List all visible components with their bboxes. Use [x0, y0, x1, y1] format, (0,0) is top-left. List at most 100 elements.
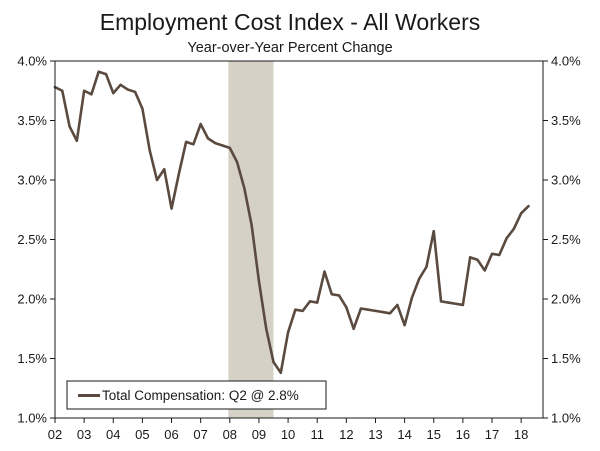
x-tick-label: 18 [514, 427, 528, 442]
y-tick-label-left: 2.5% [17, 232, 47, 247]
data-point [483, 269, 486, 272]
x-tick-label: 13 [368, 427, 382, 442]
data-point [206, 137, 210, 140]
y-tick-label-right: 2.5% [551, 232, 581, 247]
x-tick-label: 03 [77, 427, 91, 442]
data-point [257, 279, 261, 283]
data-point [381, 310, 384, 314]
y-tick-label-right: 1.0% [551, 411, 581, 426]
plot-frame [54, 60, 544, 419]
data-point [512, 227, 516, 230]
x-tick-label: 16 [456, 427, 470, 442]
data-point [286, 331, 290, 334]
data-point [141, 107, 144, 110]
data-point [250, 224, 253, 227]
x-tick-label: 11 [310, 427, 324, 442]
data-point [90, 93, 93, 96]
data-point [155, 178, 159, 182]
data-point [447, 301, 450, 304]
data-point [403, 323, 406, 327]
x-tick-label: 02 [48, 427, 62, 442]
x-tick-label: 04 [106, 427, 120, 442]
legend: Total Compensation: Q2 @ 2.8% [66, 380, 327, 410]
data-point [228, 146, 232, 150]
y-tick-label-right: 4.0% [551, 54, 581, 69]
data-point [75, 139, 79, 142]
y-tick-label-right: 3.0% [551, 173, 581, 188]
data-point [272, 360, 275, 364]
data-point [126, 88, 130, 91]
x-tick-label: 14 [397, 427, 411, 442]
data-point [345, 306, 348, 309]
data-point [265, 327, 268, 330]
data-point [119, 83, 122, 87]
data-point [148, 149, 151, 152]
data-point [68, 125, 71, 128]
data-point [490, 252, 494, 255]
data-point [170, 207, 173, 210]
x-tick-label: 08 [223, 427, 237, 442]
y-tick-label-left: 2.0% [17, 292, 47, 307]
y-tick-label-left: 3.0% [17, 173, 47, 188]
data-point [461, 303, 465, 307]
data-point [82, 89, 86, 92]
x-tick-label: 07 [193, 427, 207, 442]
data-point [505, 237, 508, 240]
y-tick-label-left: 1.5% [17, 351, 47, 366]
x-tick-label: 15 [427, 427, 441, 442]
data-point [221, 144, 224, 147]
chart-subtitle: Year-over-Year Percent Change [187, 40, 392, 56]
data-point [177, 172, 181, 176]
data-point [498, 253, 501, 257]
x-tick-label: 10 [281, 427, 295, 442]
y-tick-label-right: 3.5% [551, 113, 581, 128]
data-point [454, 302, 457, 305]
data-point [61, 89, 64, 92]
x-tick-label: 09 [252, 427, 266, 442]
data-point [519, 212, 523, 215]
data-point [308, 300, 312, 303]
data-point [163, 168, 166, 171]
data-point [527, 204, 530, 208]
data-point [388, 312, 392, 315]
legend-box [66, 380, 327, 410]
series-layer [53, 70, 530, 375]
y-tick-label-right: 2.0% [551, 292, 581, 307]
data-point [330, 293, 333, 296]
data-point [468, 256, 472, 259]
data-point [294, 308, 297, 311]
x-tick-label: 06 [164, 427, 178, 442]
data-point [425, 265, 428, 269]
series-line-total-compensation [53, 70, 530, 375]
data-point [235, 160, 239, 164]
y-tick-label-left: 1.0% [17, 411, 47, 426]
data-point [352, 327, 355, 330]
data-point [199, 122, 202, 126]
data-point [374, 309, 377, 313]
legend-label: Total Compensation: Q2 @ 2.8% [102, 388, 299, 403]
data-point [279, 371, 282, 374]
data-point [417, 277, 421, 280]
y-tick-label-right: 1.5% [551, 351, 581, 366]
data-point [337, 294, 341, 297]
data-point [243, 187, 246, 190]
data-point [359, 307, 363, 310]
data-point [112, 91, 115, 95]
data-point [192, 143, 195, 146]
x-tick-label: 17 [485, 427, 499, 442]
axis-ticks-layer: 4.0% 4.0% 3.5% 3.5% 3.0% 3.0% 2.5% 2.5% 2.0% 2.0%… [17, 54, 581, 443]
data-point [432, 229, 435, 233]
y-tick-label-left: 3.5% [17, 113, 47, 128]
recession-shading [228, 61, 274, 418]
data-point [316, 301, 319, 304]
data-point [476, 258, 479, 261]
data-point [133, 90, 137, 94]
data-point [97, 70, 100, 73]
chart-title: Employment Cost Index - All Workers [100, 9, 480, 35]
y-tick-label-left: 4.0% [17, 54, 47, 69]
x-tick-label: 05 [135, 427, 149, 442]
data-point [366, 308, 370, 311]
data-point [410, 296, 414, 300]
